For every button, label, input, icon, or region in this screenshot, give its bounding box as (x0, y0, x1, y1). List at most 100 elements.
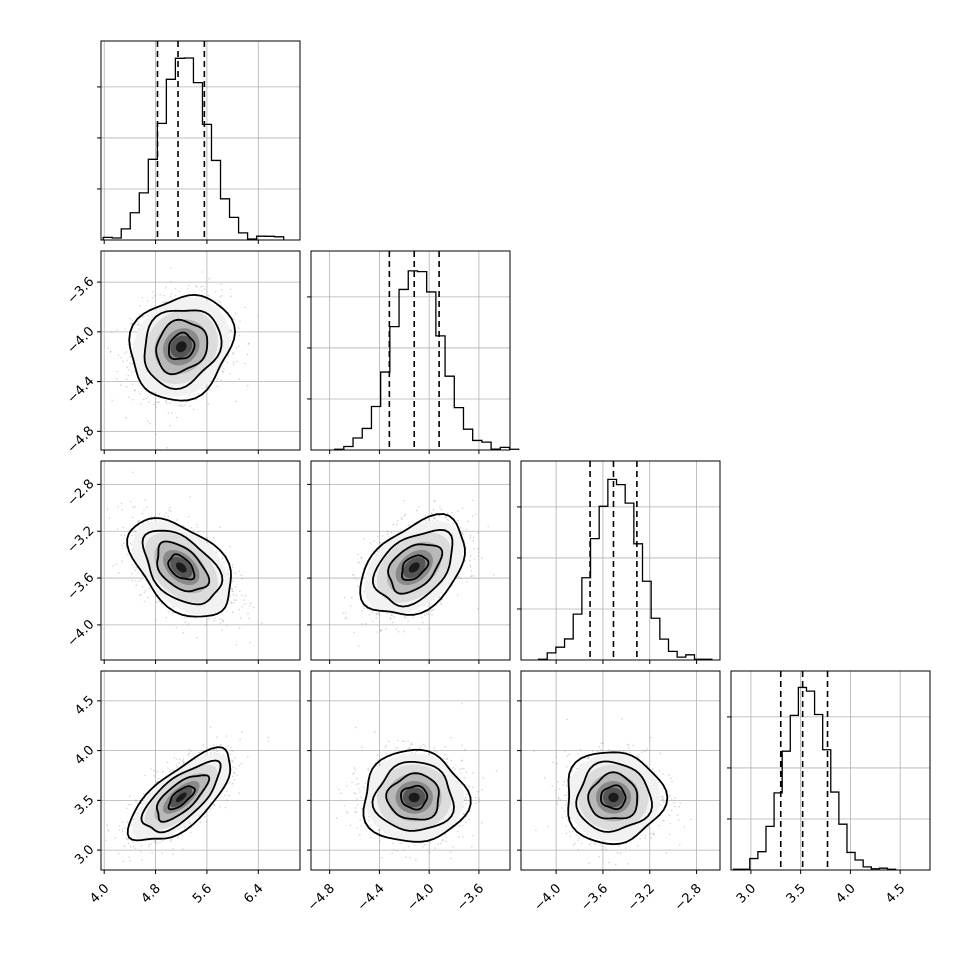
sample-point (122, 830, 124, 833)
sample-point (475, 513, 477, 516)
sample-point (129, 362, 132, 365)
sample-point (116, 370, 118, 373)
sample-point (219, 301, 222, 304)
sample-point (146, 521, 149, 523)
sample-point (223, 561, 225, 563)
sample-point (194, 285, 197, 287)
sample-point (243, 599, 245, 601)
sample-point (116, 329, 119, 331)
sample-point (473, 548, 475, 550)
sample-point (438, 515, 441, 517)
sample-point (216, 385, 219, 388)
sample-point (178, 762, 181, 765)
sample-point (118, 825, 121, 827)
sample-point (146, 395, 149, 398)
sample-point (244, 306, 246, 309)
sample-point (108, 830, 110, 832)
sample-point (418, 506, 420, 508)
sample-point (132, 398, 134, 401)
sample-point (196, 636, 198, 639)
sample-point (165, 400, 167, 402)
density-level (408, 562, 420, 573)
sample-point (131, 383, 134, 386)
sample-point (395, 523, 398, 526)
sample-point (418, 610, 420, 612)
contour-line (359, 513, 466, 616)
y-tick-label: −4.8 (65, 424, 98, 457)
sample-point (214, 617, 216, 620)
sample-point (107, 829, 109, 831)
sample-point (358, 561, 361, 563)
sample-point (163, 301, 166, 304)
sample-point (239, 617, 242, 619)
sample-point (267, 736, 270, 739)
sample-point (125, 545, 127, 547)
sample-point (115, 563, 118, 565)
sample-point (441, 598, 444, 601)
sample-point (349, 605, 352, 607)
sample-point (169, 267, 172, 269)
sample-point (132, 818, 134, 821)
sample-point (195, 398, 197, 401)
sample-point (237, 345, 240, 348)
sample-point (140, 845, 142, 847)
sample-point (121, 508, 123, 511)
sample-point (142, 793, 145, 795)
sample-point (431, 609, 433, 612)
sample-point (136, 323, 139, 326)
sample-point (433, 516, 435, 518)
sample-point (174, 400, 177, 403)
sample-point (361, 609, 364, 612)
sample-point (235, 400, 237, 403)
sample-point (232, 593, 235, 596)
sample-point (189, 495, 191, 498)
sample-point (118, 571, 120, 574)
sample-point (189, 394, 191, 397)
sample-point (197, 393, 200, 395)
sample-point (168, 611, 170, 613)
sample-point (431, 609, 434, 611)
sample-point (169, 510, 172, 513)
sample-point (141, 586, 144, 588)
sample-point (168, 507, 171, 509)
sample-point (173, 757, 176, 759)
sample-point (465, 528, 468, 531)
density-level (175, 341, 187, 353)
sample-point (140, 579, 142, 581)
contour-line (401, 554, 430, 581)
sample-point (204, 386, 207, 389)
sample-point (353, 577, 356, 579)
contour-line (128, 293, 237, 402)
sample-point (446, 512, 449, 515)
x-tick-label: 4.5 (883, 881, 908, 906)
sample-point (229, 753, 232, 756)
sample-point (159, 293, 161, 296)
histogram-step-line (102, 57, 285, 240)
sample-point (111, 399, 113, 402)
sample-point (209, 807, 212, 810)
sample-point (244, 603, 246, 605)
sample-point (477, 555, 480, 557)
sample-point (175, 764, 178, 767)
sample-point (151, 390, 153, 393)
sample-point (172, 769, 174, 771)
sample-point (187, 287, 189, 290)
sample-point (219, 307, 221, 310)
sample-point (351, 573, 354, 576)
sample-point (232, 361, 235, 363)
sample-point (210, 752, 212, 754)
histogram-panel-3: 3.0 3.5 4.0 4.5 (727, 670, 931, 907)
sample-point (234, 313, 237, 315)
panel-frame (730, 670, 931, 871)
sample-point (352, 574, 355, 576)
sample-point (227, 354, 230, 357)
sample-point (125, 359, 128, 362)
panel-frame (310, 460, 511, 661)
sample-point (169, 295, 172, 298)
sample-point (132, 506, 134, 509)
sample-point (234, 572, 236, 574)
sample-point (122, 526, 125, 529)
density-contents (101, 471, 263, 646)
sample-point (176, 766, 179, 768)
